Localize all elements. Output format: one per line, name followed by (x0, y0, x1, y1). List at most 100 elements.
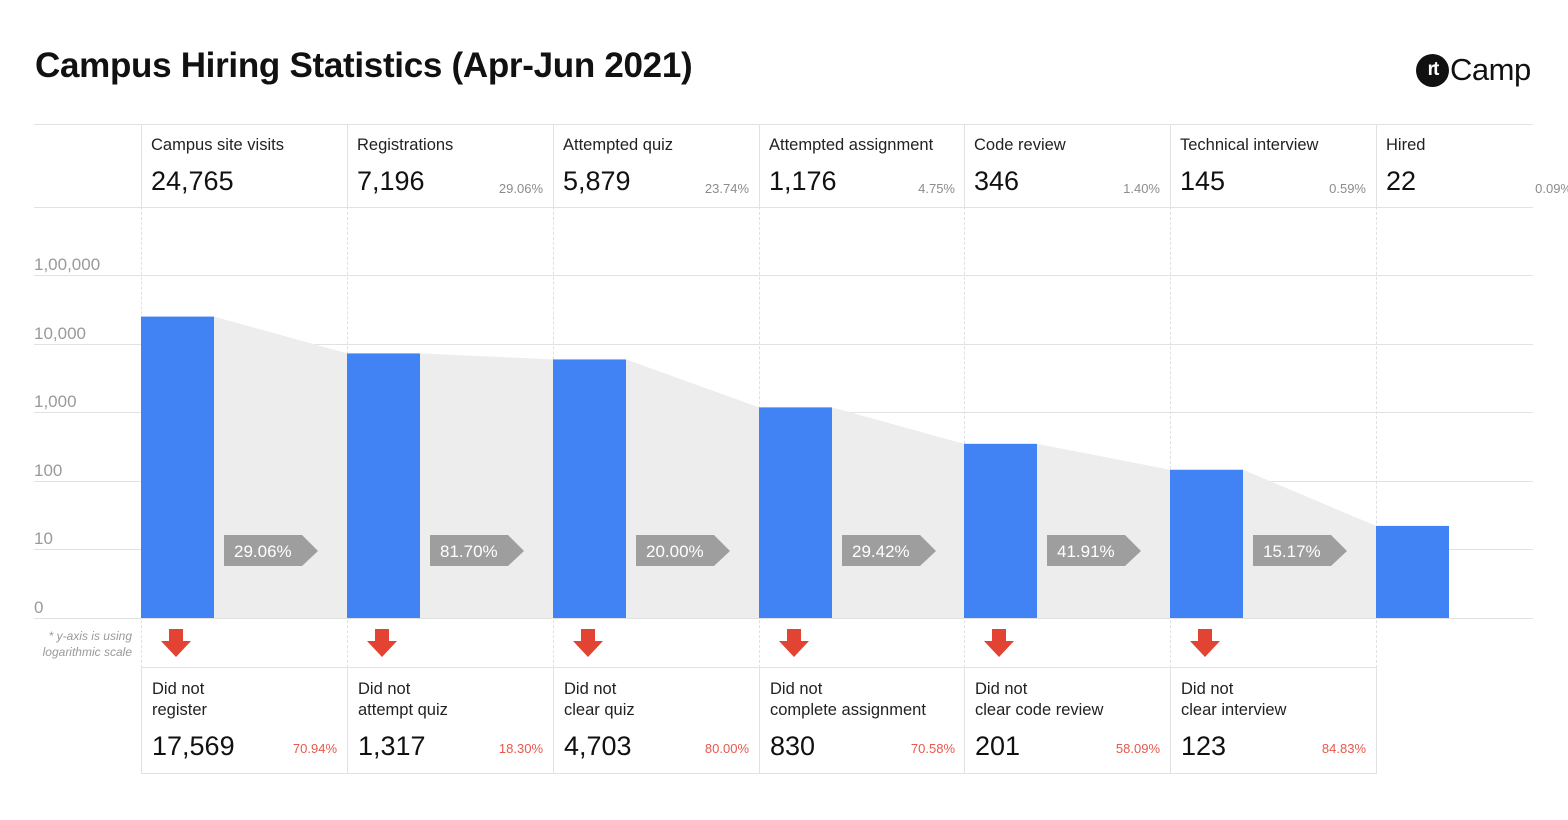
dropoff-value: 1,317 (358, 731, 426, 761)
header-divider (1170, 124, 1171, 207)
stage-header: Attempted quiz 5,879 23.74% (553, 124, 759, 207)
funnel-connector (1037, 443, 1170, 618)
dropoff-percent: 84.83% (1321, 741, 1366, 756)
log-scale-note: * y-axis is using logarithmic scale (28, 628, 132, 660)
bar-3 (759, 407, 832, 618)
stage-label: Registrations (357, 136, 454, 154)
conversion-rate-label: 15.17% (1263, 542, 1321, 561)
column-divider (964, 207, 965, 668)
conversion-rate-label: 29.06% (234, 542, 292, 561)
dropoff-label-line: clear code review (975, 701, 1104, 719)
down-arrow-icon (573, 629, 603, 657)
dropoff-percent: 70.94% (292, 741, 337, 756)
stage-header: Technical interview 145 0.59% (1170, 124, 1376, 207)
dropoff-label-line: complete assignment (770, 701, 926, 719)
dropoff-label-line: Did not (975, 680, 1028, 698)
down-arrow-icon (1190, 629, 1220, 657)
stage-value: 5,879 (563, 166, 631, 196)
stage-header: Hired 22 0.09% (1376, 124, 1568, 207)
down-arrow-icon (984, 629, 1014, 657)
funnel-connector (626, 359, 759, 618)
bar-1 (347, 353, 420, 618)
down-arrow-icon (161, 629, 191, 657)
dropoff-label: Did not clear interview (1181, 679, 1371, 721)
stage-header: Attempted assignment 1,176 4.75% (759, 124, 965, 207)
dropoff-percent: 70.58% (910, 741, 955, 756)
logo-word: Camp (1450, 52, 1531, 87)
stage-value: 346 (974, 166, 1020, 196)
note-line: * y-axis is using (48, 629, 132, 643)
stage-percent: 29.06% (498, 181, 543, 196)
stage-header: Registrations 7,196 29.06% (347, 124, 553, 207)
dropoff-box: Did not register 17,569 70.94% (141, 668, 347, 773)
dropoff-percent: 18.30% (498, 741, 543, 756)
conversion-rate-label: 20.00% (646, 542, 704, 561)
stage-percent: 4.75% (918, 181, 955, 196)
dropoff-percent: 80.00% (704, 741, 749, 756)
dropoff-label: Did not attempt quiz (358, 679, 548, 721)
dropoff-value: 830 (770, 731, 816, 761)
conversion-rate-label: 29.42% (852, 542, 910, 561)
bar-5 (1170, 469, 1243, 618)
y-tick-label: 1,000 (34, 392, 77, 411)
note-line: logarithmic scale (42, 645, 132, 659)
header-divider (964, 124, 965, 207)
gridline (34, 618, 1533, 619)
dropoff-label-line: Did not (152, 680, 205, 698)
dropoff-value: 17,569 (152, 731, 235, 761)
stage-header: Code review 346 1.40% (964, 124, 1170, 207)
dropoff-label-line: Did not (1181, 680, 1234, 698)
header-divider (347, 124, 348, 207)
dropoff-value: 4,703 (564, 731, 632, 761)
stage-percent: 1.40% (1123, 181, 1160, 196)
y-tick-label: 0 (34, 598, 44, 617)
stage-value: 7,196 (357, 166, 425, 196)
conversion-tag (1253, 535, 1347, 566)
conversion-tag (1047, 535, 1141, 566)
dropoff-bottom-line (141, 773, 1377, 774)
dropoff-label: Did not clear quiz (564, 679, 754, 721)
header-divider (759, 124, 760, 207)
stage-label: Hired (1386, 136, 1426, 154)
conversion-tag (430, 535, 524, 566)
conversion-tag (636, 535, 730, 566)
funnel-connector (214, 316, 347, 618)
header-divider (141, 124, 142, 207)
stage-percent: 0.09% (1535, 181, 1568, 196)
dropoff-label-line: clear interview (1181, 701, 1287, 719)
dropoff-label-line: attempt quiz (358, 701, 448, 719)
dropoff-label-line: register (152, 701, 208, 719)
header-divider (553, 124, 554, 207)
bar-2 (553, 359, 626, 618)
dropoff-box: Did not clear quiz 4,703 80.00% (553, 668, 759, 773)
bar-4 (964, 443, 1037, 618)
y-tick-label: 1,00,000 (34, 255, 101, 274)
y-tick-label: 10,000 (34, 324, 86, 343)
stage-value: 22 (1386, 166, 1417, 196)
bar-6 (1376, 525, 1449, 618)
conversion-tag (224, 535, 318, 566)
conversion-tag (842, 535, 936, 566)
stage-header: Campus site visits 24,765 (141, 124, 347, 207)
dropoff-box: Did not attempt quiz 1,317 18.30% (347, 668, 553, 773)
dropoff-label: Did not register (152, 679, 342, 721)
dropoff-label-line: Did not (358, 680, 411, 698)
dropoff-box: Did not clear code review 201 58.09% (964, 668, 1170, 773)
dropoff-label-line: Did not (770, 680, 823, 698)
y-tick-label: 10 (34, 529, 53, 548)
header-divider (1376, 124, 1377, 207)
dropoff-label: Did not complete assignment (770, 679, 960, 721)
dropoff-top-line (141, 667, 1377, 668)
column-divider (1376, 207, 1377, 668)
dropoff-divider (1376, 668, 1377, 773)
dropoff-label-line: clear quiz (564, 701, 635, 719)
funnel-connector (832, 407, 964, 618)
dropoff-percent: 58.09% (1115, 741, 1160, 756)
stage-label: Code review (974, 136, 1066, 154)
funnel-connector (420, 353, 553, 618)
rtcamp-logo: rt Camp (1416, 52, 1531, 88)
stage-value: 1,176 (769, 166, 837, 196)
dropoff-value: 123 (1181, 731, 1227, 761)
down-arrow-icon (779, 629, 809, 657)
